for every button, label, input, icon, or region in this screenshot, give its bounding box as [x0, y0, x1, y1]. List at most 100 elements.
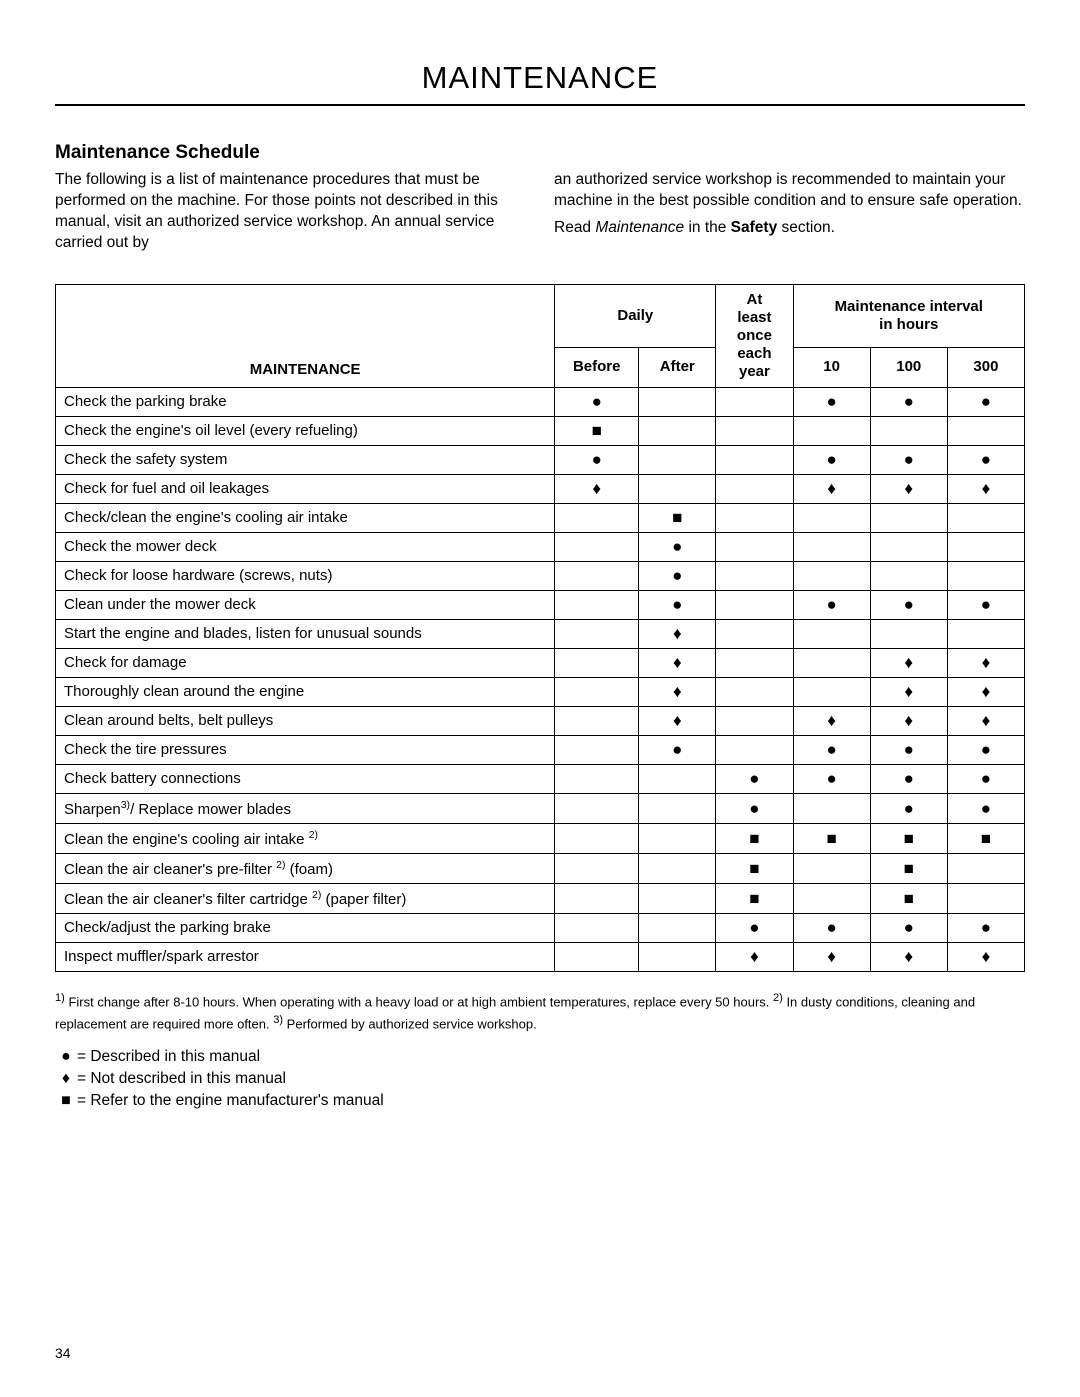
row-h100: ■	[870, 853, 947, 883]
th-year-l3: once	[737, 327, 772, 344]
legend-text: = Described in this manual	[77, 1048, 260, 1066]
table-row: Clean around belts, belt pulleys♦♦♦♦	[56, 706, 1025, 735]
legend-row: ● = Described in this manual	[55, 1048, 1025, 1066]
row-h100	[870, 619, 947, 648]
row-h100: ●	[870, 387, 947, 416]
row-after: ●	[639, 590, 716, 619]
row-h300: ●	[947, 387, 1024, 416]
row-year	[716, 532, 793, 561]
row-label: Check the mower deck	[56, 532, 555, 561]
row-after	[639, 445, 716, 474]
row-before: ●	[555, 445, 639, 474]
table-row: Clean under the mower deck●●●●	[56, 590, 1025, 619]
row-year	[716, 735, 793, 764]
row-h100: ●	[870, 764, 947, 793]
row-label: Thoroughly clean around the engine	[56, 677, 555, 706]
legend-text: = Not described in this manual	[77, 1070, 286, 1088]
row-h300	[947, 416, 1024, 445]
row-year	[716, 445, 793, 474]
th-before: Before	[555, 347, 639, 387]
th-interval-l2: in hours	[879, 316, 938, 333]
row-after	[639, 853, 716, 883]
row-before	[555, 942, 639, 971]
row-h300: ●	[947, 735, 1024, 764]
table-row: Check battery connections●●●●	[56, 764, 1025, 793]
row-label: Check/adjust the parking brake	[56, 913, 555, 942]
row-h100: ♦	[870, 474, 947, 503]
fn1-sup: 1)	[55, 992, 65, 1004]
row-after	[639, 883, 716, 913]
row-h10: ♦	[793, 942, 870, 971]
row-h10: ■	[793, 823, 870, 853]
row-year	[716, 706, 793, 735]
row-h100: ♦	[870, 942, 947, 971]
row-h300: ●	[947, 913, 1024, 942]
row-h10: ●	[793, 735, 870, 764]
row-before	[555, 853, 639, 883]
table-row: Check the engine's oil level (every refu…	[56, 416, 1025, 445]
row-before	[555, 561, 639, 590]
row-h300	[947, 619, 1024, 648]
row-h300: ●	[947, 590, 1024, 619]
th-year: At least once each year	[716, 284, 793, 387]
row-h10	[793, 503, 870, 532]
row-before: ●	[555, 387, 639, 416]
th-after: After	[639, 347, 716, 387]
row-year	[716, 677, 793, 706]
row-before	[555, 503, 639, 532]
row-year	[716, 503, 793, 532]
row-before	[555, 532, 639, 561]
fn3-sup: 3)	[273, 1014, 283, 1026]
row-h100: ●	[870, 735, 947, 764]
row-h10	[793, 793, 870, 823]
row-after	[639, 823, 716, 853]
th-interval-l1: Maintenance interval	[835, 298, 983, 315]
row-h10	[793, 416, 870, 445]
row-h10	[793, 532, 870, 561]
row-h100: ♦	[870, 706, 947, 735]
row-before	[555, 823, 639, 853]
row-label: Clean around belts, belt pulleys	[56, 706, 555, 735]
row-label: Sharpen3)/ Replace mower blades	[56, 793, 555, 823]
row-year	[716, 619, 793, 648]
row-h300: ♦	[947, 474, 1024, 503]
table-row: Check for loose hardware (screws, nuts)●	[56, 561, 1025, 590]
row-year	[716, 561, 793, 590]
row-year: ■	[716, 823, 793, 853]
row-year: ●	[716, 913, 793, 942]
row-h100: ●	[870, 913, 947, 942]
row-before	[555, 619, 639, 648]
row-year	[716, 474, 793, 503]
row-after: ♦	[639, 706, 716, 735]
intro-columns: The following is a list of maintenance p…	[55, 170, 1025, 254]
th-300: 300	[947, 347, 1024, 387]
row-after	[639, 474, 716, 503]
row-label: Clean the engine's cooling air intake 2)	[56, 823, 555, 853]
row-before	[555, 793, 639, 823]
row-h10	[793, 561, 870, 590]
table-row: Start the engine and blades, listen for …	[56, 619, 1025, 648]
intro-right: an authorized service workshop is recomm…	[554, 170, 1025, 212]
legend-symbol: ♦	[55, 1070, 77, 1088]
th-maintenance: MAINTENANCE	[56, 284, 555, 387]
row-h100	[870, 416, 947, 445]
row-label: Check the tire pressures	[56, 735, 555, 764]
row-h100: ●	[870, 445, 947, 474]
legend-row: ♦ = Not described in this manual	[55, 1070, 1025, 1088]
fn3: Performed by authorized service workshop…	[283, 1016, 537, 1031]
row-year: ●	[716, 764, 793, 793]
row-h300: ♦	[947, 677, 1024, 706]
row-label: Clean the air cleaner's pre-filter 2) (f…	[56, 853, 555, 883]
table-row: Check the parking brake●●●●	[56, 387, 1025, 416]
row-h10: ●	[793, 445, 870, 474]
page-title: MAINTENANCE	[55, 60, 1025, 106]
table-row: Clean the air cleaner's pre-filter 2) (f…	[56, 853, 1025, 883]
row-h10: ♦	[793, 474, 870, 503]
table-row: Check/clean the engine's cooling air int…	[56, 503, 1025, 532]
read-prefix: Read	[554, 219, 595, 236]
table-row: Check for damage♦♦♦	[56, 648, 1025, 677]
row-after	[639, 387, 716, 416]
read-line: Read Maintenance in the Safety section.	[554, 218, 1025, 239]
row-h300: ●	[947, 764, 1024, 793]
row-label: Check for damage	[56, 648, 555, 677]
